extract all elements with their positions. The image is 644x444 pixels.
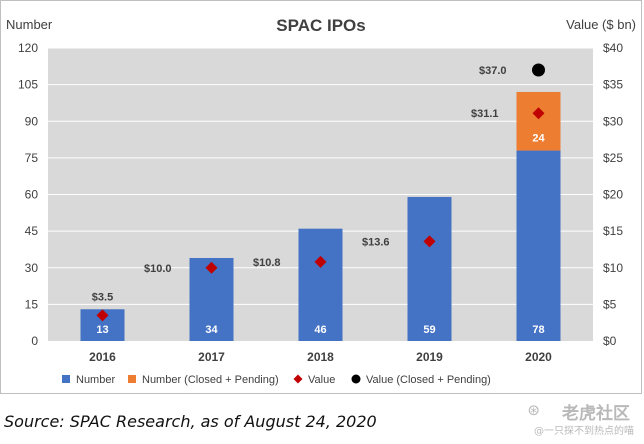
legend-label: Value (Closed + Pending)	[366, 374, 491, 386]
x-tick-label: 2018	[307, 350, 334, 364]
value-label: $10.0	[144, 263, 172, 275]
source-note: Source: SPAC Research, as of August 24, …	[4, 412, 377, 431]
y-tick-label-right: $40	[603, 41, 623, 55]
bar-label-number: 59	[423, 324, 435, 336]
value-marker	[532, 107, 545, 120]
y-tick-label-left: 30	[25, 261, 39, 275]
value-label: $3.5	[92, 291, 113, 303]
value-label: $31.1	[471, 108, 499, 120]
y-tick-label-right: $10	[603, 261, 623, 275]
legend-label: Number (Closed + Pending)	[142, 374, 279, 386]
value-closed-pending-label: $37.0	[479, 65, 507, 77]
watermark-logo-icon: ⊛	[527, 401, 540, 419]
bar-label-number: 13	[96, 324, 108, 336]
y-tick-label-left: 0	[31, 334, 38, 348]
bars: 13 34 46 59 78 24	[80, 91, 561, 341]
x-axis: 2016 2017 2018 2019 2020	[89, 350, 552, 364]
y-tick-label-left: 90	[25, 114, 39, 128]
bar-number	[516, 150, 561, 341]
value-marker	[314, 255, 327, 268]
value-label: $13.6	[362, 236, 390, 248]
bar-label-number: 34	[205, 324, 218, 336]
value-marker	[205, 261, 218, 274]
bar-number	[407, 196, 452, 341]
y-axis-left-label: Number	[6, 17, 53, 32]
y-tick-label-left: 105	[18, 78, 38, 92]
bar-label-closed-pending: 24	[532, 132, 545, 144]
y-axis-right: $0 $5 $10 $15 $20 $25 $30 $35 $40	[603, 41, 623, 348]
value-closed-pending-marker	[532, 63, 545, 77]
y-tick-label-left: 45	[25, 224, 39, 238]
watermark: ⊛ 老虎社区 @一只探不到热点的喵	[516, 397, 636, 441]
y-axis-left: 0 15 30 45 60 75 90 105 120	[18, 41, 38, 348]
chart-title: SPAC IPOs	[276, 16, 365, 35]
bar-label-number: 46	[314, 324, 326, 336]
x-tick-label: 2020	[525, 350, 552, 364]
x-tick-label: 2016	[89, 350, 116, 364]
y-tick-label-right: $25	[603, 151, 623, 165]
y-tick-label-right: $30	[603, 114, 623, 128]
bar-number-closed-pending	[516, 91, 561, 151]
bar-number	[298, 228, 343, 341]
legend-label: Value	[308, 374, 335, 386]
legend-swatch	[128, 375, 136, 383]
legend: Number Number (Closed + Pending) Value Valu…	[62, 374, 491, 386]
legend-swatch	[62, 375, 70, 383]
legend-swatch	[293, 374, 303, 384]
x-tick-label: 2017	[198, 350, 225, 364]
x-tick-label: 2019	[416, 350, 443, 364]
legend-swatch	[351, 374, 361, 384]
y-tick-label-left: 120	[18, 41, 38, 55]
y-tick-label-right: $20	[603, 188, 623, 202]
value-markers: $3.5 $10.0 $10.8 $13.6 $31.1 $37.0	[92, 63, 545, 322]
value-label: $10.8	[253, 257, 281, 269]
y-tick-label-left: 15	[25, 297, 39, 311]
bar-label-number: 78	[532, 324, 544, 336]
y-tick-label-right: $5	[603, 297, 617, 311]
value-marker	[96, 309, 109, 322]
y-tick-label-left: 75	[25, 151, 39, 165]
y-axis-right-label: Value ($ bn)	[566, 17, 636, 32]
value-marker	[423, 235, 436, 248]
y-tick-label-right: $0	[603, 334, 617, 348]
y-tick-label-right: $15	[603, 224, 623, 238]
y-tick-label-left: 60	[25, 188, 39, 202]
watermark-handle: @一只探不到热点的喵	[534, 426, 634, 437]
watermark-text: 老虎社区	[562, 404, 630, 424]
y-tick-label-right: $35	[603, 78, 623, 92]
legend-label: Number	[76, 374, 115, 386]
